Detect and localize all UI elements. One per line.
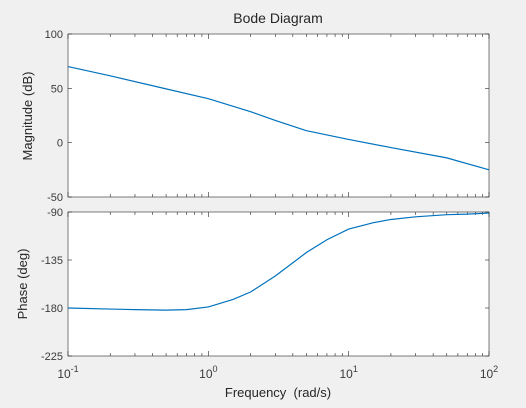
frequency-tick-labels: 10-1 100 101 102 [57,364,498,381]
phase-axes[interactable]: -225 -180 -135 -90 [41,207,490,363]
frequency-xtick-label: 10-1 [57,364,78,381]
chart-title: Bode Diagram [233,10,323,26]
magnitude-axes[interactable]: -50 0 50 100 [45,29,490,204]
phase-ylabel: Phase (deg) [15,249,30,320]
magnitude-ylabel: Magnitude (dB) [20,72,35,161]
phase-ytick-label: -225 [41,351,63,363]
phase-series-line [67,212,490,311]
phase-ytick-label: -180 [41,303,63,315]
magnitude-ytick-label: 0 [57,138,63,150]
frequency-xlabel: Frequency (rad/s) [225,385,331,400]
magnitude-ytick-label: 50 [51,83,63,95]
phase-axes-box [67,211,490,357]
frequency-xtick-label: 100 [199,364,217,381]
magnitude-series-line [67,66,490,171]
phase-ytick-label: -135 [41,255,63,267]
frequency-xtick-label: 102 [480,364,498,381]
magnitude-axes-box [67,33,490,198]
phase-ticks: -225 -180 -135 -90 [41,207,490,363]
phase-ytick-label: -90 [47,207,63,219]
magnitude-ytick-label: -50 [47,192,63,204]
frequency-xtick-label: 101 [339,364,357,381]
magnitude-ticks: -50 0 50 100 [45,29,490,204]
magnitude-ytick-label: 100 [45,29,63,41]
